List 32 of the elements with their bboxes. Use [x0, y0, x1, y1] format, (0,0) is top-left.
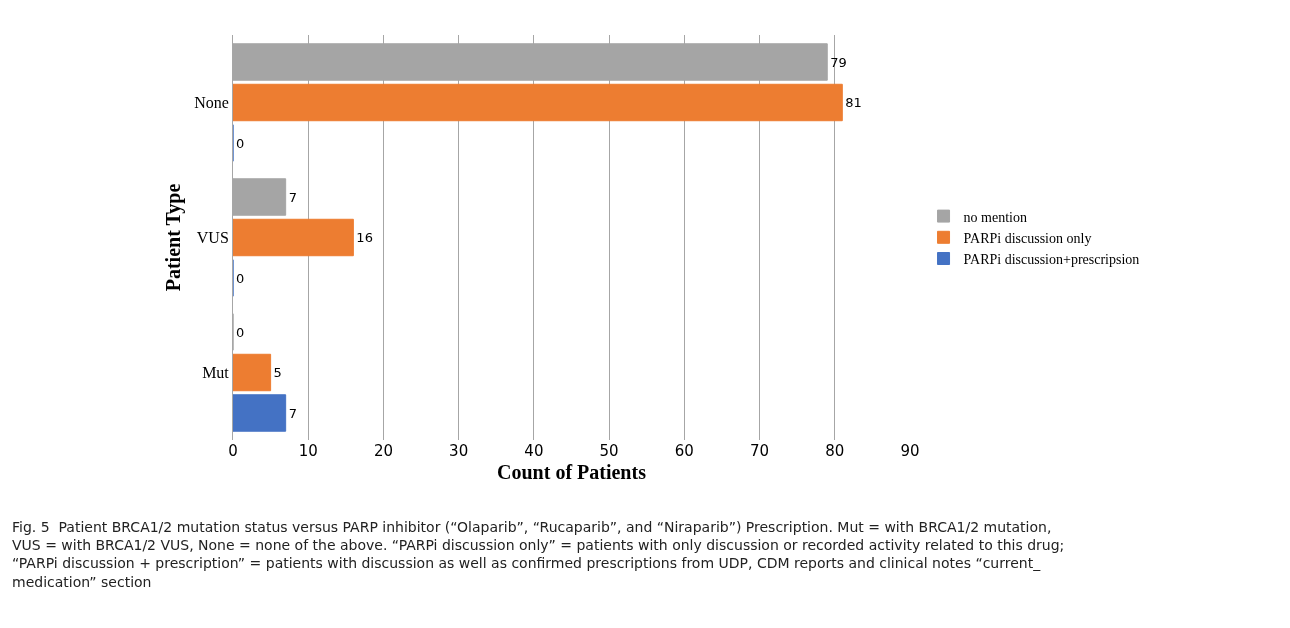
x-tick-label: 90 — [900, 442, 920, 460]
legend-label: PARPi discussion+prescripsion — [963, 251, 1140, 267]
data-label: 0 — [236, 270, 245, 286]
data-label: 79 — [830, 54, 847, 70]
x-tick-label: 70 — [750, 442, 770, 460]
data-label: 0 — [236, 324, 245, 340]
data-label: 0 — [236, 135, 245, 151]
x-tick-label: 60 — [674, 442, 694, 460]
x-tick-label: 80 — [825, 442, 845, 460]
legend-label: no mention — [963, 209, 1027, 225]
x-tick-label: 20 — [373, 442, 393, 460]
bar — [233, 394, 287, 432]
data-label: 16 — [356, 230, 373, 246]
x-tick-label: 0 — [228, 442, 238, 460]
x-tick-label: 40 — [524, 442, 544, 460]
caption: Fig. 5 Patient BRCA1/2 mutation status versus PARP inhibitor (“Olaparib”, “Rucaparib”, and “Niraparib”) Prescription. Mut = with BRCA1/2 mutation, VUS = with BRCA1/2 VUS, None = none of the above. “PARPi discussion only” = patients with only discussion or recorded activity related to this drug; “PARPi discussion + prescription” = patients with discussion as well as confirmed prescriptions from UDP, CDM reports and clinical notes “current_ medication” section — [12, 519, 1065, 590]
y-axis-title: Patient Type — [161, 183, 185, 292]
legend-label: PARPi discussion only — [963, 230, 1092, 246]
data-label: 81 — [845, 95, 862, 110]
y-tick-label: VUS — [196, 229, 229, 247]
data-label: 7 — [288, 189, 297, 205]
x-tick-label: 50 — [599, 442, 619, 460]
y-tick-label: Mut — [202, 364, 230, 382]
data-label: 7 — [288, 405, 297, 421]
x-axis-title: Count of Patients — [497, 460, 647, 483]
x-tick-label: 30 — [449, 442, 469, 460]
data-label: 5 — [273, 365, 282, 380]
bar — [233, 353, 272, 392]
bar — [233, 218, 354, 257]
x-tick-label: 10 — [298, 442, 318, 460]
bar — [233, 83, 843, 122]
y-tick-label: None — [194, 94, 229, 112]
